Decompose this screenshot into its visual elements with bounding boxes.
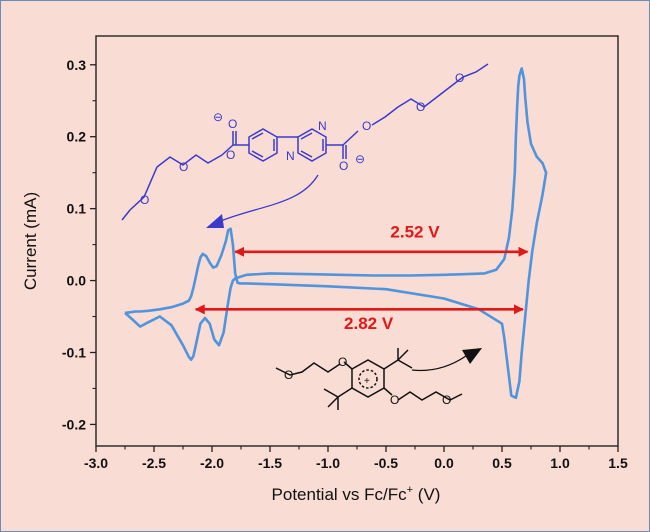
pointer-arrowhead-icon xyxy=(206,214,224,228)
molecule-top-pointer-icon xyxy=(217,174,319,223)
x-tick-label: 0.0 xyxy=(434,455,454,471)
x-tick-label: -1.0 xyxy=(316,455,340,471)
molecule-bipyridine-icon xyxy=(121,63,489,221)
pointer-arrowhead-icon xyxy=(462,348,482,364)
x-ticks: -3.0 -2.5 -2.0 -1.5 -1.0 -0.5 0.0 0.5 1.0 1.5 xyxy=(84,446,628,471)
atom-n-right: N xyxy=(318,119,327,133)
x-tick-label: 1.5 xyxy=(608,455,628,471)
atom-o: O xyxy=(179,160,188,174)
atom-o: O xyxy=(339,159,348,173)
atom-o: O xyxy=(362,119,371,133)
atom-o: O xyxy=(228,117,237,131)
y-tick-label: -0.2 xyxy=(62,416,86,432)
atom-o: O xyxy=(284,368,293,382)
molecule-dialkoxybenzene-icon xyxy=(275,348,463,410)
y-ticks: -0.2 -0.1 0.0 0.1 0.2 0.3 xyxy=(62,57,96,432)
x-tick-label: 1.0 xyxy=(550,455,570,471)
y-tick-label: 0.0 xyxy=(67,273,87,289)
atom-o: O xyxy=(416,100,425,114)
x-tick-label: -0.5 xyxy=(374,455,398,471)
cv-series-line xyxy=(124,67,548,400)
molecule-bottom-pointer-icon xyxy=(411,355,467,372)
y-tick-label: -0.1 xyxy=(62,344,86,360)
molecule-top-labels: N N O O ⊖ O O O ⊖ O O O xyxy=(140,71,464,207)
charge-left-icon: ⊖ xyxy=(213,110,223,124)
y-tick-label: 0.2 xyxy=(67,129,87,145)
x-tick-label: 0.5 xyxy=(492,455,512,471)
x-tick-label: -2.0 xyxy=(200,455,224,471)
x-tick-label: -1.5 xyxy=(258,455,282,471)
y-tick-label: 0.1 xyxy=(67,201,87,217)
atom-o: O xyxy=(442,393,451,407)
atom-o: O xyxy=(455,71,464,85)
gap-label-lower: 2.82 V xyxy=(344,314,394,333)
atom-o: O xyxy=(338,355,347,369)
molecule-bottom-labels: O O O O + xyxy=(284,355,451,407)
cation-charge-icon: + xyxy=(364,376,370,387)
atom-o: O xyxy=(226,148,235,162)
y-axis-label: Current (mA) xyxy=(21,192,40,290)
atom-o: O xyxy=(140,193,149,207)
x-tick-label: -2.5 xyxy=(142,455,166,471)
charge-right-icon: ⊖ xyxy=(355,152,365,166)
atom-o: O xyxy=(390,393,399,407)
x-axis-label: Potential vs Fc/Fc+ (V) xyxy=(272,484,441,504)
y-tick-label: 0.3 xyxy=(67,57,87,73)
atom-n-left: N xyxy=(286,149,295,163)
gap-label-upper: 2.52 V xyxy=(390,222,440,241)
plot-area xyxy=(95,35,619,447)
x-tick-label: -3.0 xyxy=(84,455,108,471)
